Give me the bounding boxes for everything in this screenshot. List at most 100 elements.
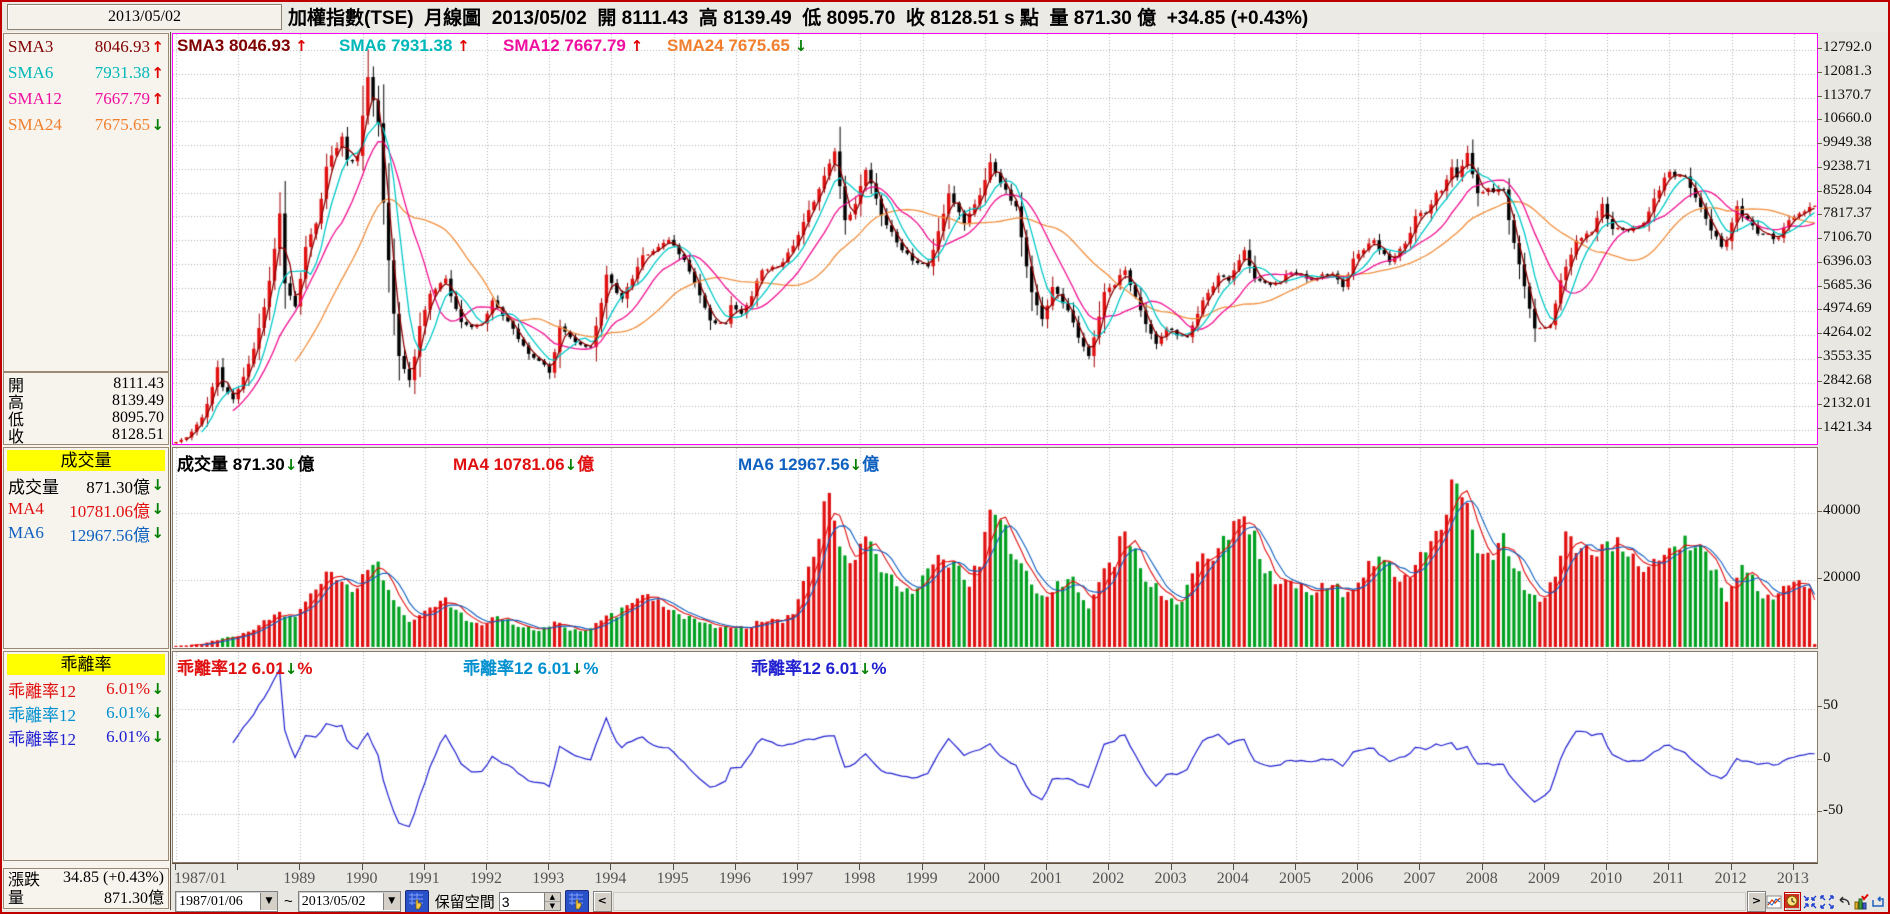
x-axis-label: 1989 (283, 870, 316, 887)
x-axis-label: 1991 (407, 870, 440, 887)
close-value: 8128.51 (112, 425, 164, 443)
open-label: 開 (8, 377, 25, 395)
sma3-row: SMA3 8046.93 ↑ (4, 34, 168, 60)
ma4-value: 10781.06億 (69, 501, 150, 521)
title-bar: 2013/05/02 加權指數(TSE) 月線圖 2013/05/02 開 81… (2, 2, 1888, 32)
x-axis-label: 2002 (1092, 870, 1125, 887)
y-axis-label: 20000 (1817, 569, 1861, 585)
down-arrow-icon: ↓ (151, 500, 164, 518)
bias12-row: 乖離率12 6.01% ↓ (4, 725, 168, 749)
chart-tool-icons (1784, 892, 1886, 911)
sma24-row: SMA24 7675.65 ↓ (4, 112, 168, 138)
zoom-in-arrows-icon[interactable] (1802, 893, 1818, 911)
spinner: ▲ ▼ (544, 892, 561, 911)
x-axis-tick (237, 864, 238, 870)
x-axis-tick (299, 864, 300, 870)
y-axis-label: 2842.68 (1817, 371, 1872, 388)
volume-section-header: 成交量 (7, 450, 165, 471)
apply-range-button[interactable] (404, 890, 429, 912)
y-axis-labels: 12792.0 12081.3 11370.7 10660.0 9949.38 9238.… (1816, 2, 1888, 912)
y-axis-label: 12792.0 (1817, 39, 1872, 55)
x-axis-label: 1999 (905, 870, 938, 887)
chevron-down-icon[interactable]: ▼ (260, 893, 277, 910)
sma24-label: SMA24 (8, 115, 62, 134)
x-axis-tick (175, 864, 176, 870)
y-axis-label: 2132.01 (1817, 395, 1872, 412)
date-range-separator: ~ (284, 893, 293, 910)
sma12-value: 7667.79 (94, 89, 150, 108)
y-axis-label: 10660.0 (1817, 110, 1872, 127)
y-axis-label: 7817.37 (1817, 205, 1872, 222)
x-axis-tick (1295, 864, 1296, 870)
apply-reserve-button[interactable] (564, 890, 589, 912)
to-date-value: 2013/05/02 (301, 893, 366, 909)
x-axis-tick (362, 864, 363, 870)
volume-chart[interactable] (173, 448, 1817, 648)
bias12-row: 乖離率12 6.01% ↓ (4, 701, 168, 725)
open-row: 開 8111.43 (4, 375, 168, 395)
sma6-label: SMA6 (8, 63, 54, 82)
crosshair-date-box: 2013/05/02 (7, 4, 282, 30)
crosshair-date: 2013/05/02 (108, 8, 181, 25)
change-value: 34.85 (+0.43%) (62, 869, 164, 886)
x-axis-tick (859, 864, 860, 870)
ma6-label: MA6 (8, 523, 44, 542)
x-axis-label: 2009 (1527, 870, 1560, 887)
chart-title: 加權指數(TSE) 月線圖 2013/05/02 開 8111.43 高 813… (288, 8, 1309, 29)
amount-value: 871.30億 (103, 890, 164, 907)
hand-pointer-icon (406, 892, 425, 910)
reserve-space-input[interactable] (498, 892, 545, 911)
down-arrow-icon: ↓ (151, 116, 164, 134)
high-value: 8139.49 (112, 391, 164, 409)
sma12-label: SMA12 (8, 89, 62, 108)
x-axis-tick (1606, 864, 1607, 870)
clock-icon[interactable] (1784, 892, 1801, 911)
x-axis-tick (797, 864, 798, 870)
low-value: 8095.70 (112, 408, 164, 426)
bottom-toolbar: 1987/01/06 ▼ ~ 2013/05/02 ▼ 保留空間 ▲ ▼ (172, 890, 1886, 912)
spin-up-icon[interactable]: ▲ (544, 893, 560, 902)
sidebar-bias-section: 乖離率 乖離率12 6.01% ↓ 乖離率12 6.01% ↓ 乖離率12 6.… (3, 651, 169, 861)
indicator-settings-icon[interactable] (1853, 893, 1869, 911)
chart-scrollbar-track[interactable] (612, 892, 1746, 911)
scroll-right-button[interactable]: > (1747, 891, 1766, 912)
x-axis-label: 2005 (1279, 870, 1311, 887)
x-axis-label: 1995 (656, 870, 689, 887)
bias12-value: 6.01% (106, 727, 150, 746)
y-axis-label: 3553.35 (1817, 347, 1872, 364)
volume-label: 成交量 (8, 477, 59, 497)
chevron-down-icon[interactable]: ▼ (382, 893, 400, 910)
bias12-row: 乖離率12 6.01% ↓ (4, 677, 168, 701)
close-row: 收 8128.51 (4, 425, 168, 446)
from-date-select[interactable]: 1987/01/06 ▼ (175, 891, 278, 912)
x-axis-tick (735, 864, 736, 870)
x-axis-tick (1668, 864, 1669, 870)
x-axis-label: 1987/01 (174, 870, 227, 887)
sma24-value: 7675.65 (94, 115, 150, 134)
y-axis-label: 0 (1817, 750, 1831, 766)
x-axis-tick (1046, 864, 1047, 870)
x-axis-label: 2007 (1403, 870, 1436, 887)
scroll-left-button[interactable]: < (592, 891, 612, 912)
x-axis-label: 1993 (532, 870, 565, 887)
loop-icon[interactable] (1870, 893, 1886, 911)
price-chart-panel: SMA3 8046.93 ↑ SMA6 7931.38 ↑ SMA12 7667… (172, 33, 1818, 445)
y-axis-label: 9949.38 (1817, 134, 1872, 150)
ohlc-block: 開 8111.43 高 8139.49 低 8095.70 收 8128.51 (4, 371, 168, 446)
undo-icon[interactable] (1836, 893, 1852, 911)
sma12-row: SMA12 7667.79 ↑ (4, 86, 168, 112)
spin-down-icon[interactable]: ▼ (544, 902, 560, 910)
x-axis-tick (486, 864, 487, 870)
x-axis-label: 1997 (781, 870, 814, 887)
x-axis-label: 2006 (1341, 870, 1374, 887)
ma6-value: 12967.56億 (69, 525, 150, 545)
to-date-select[interactable]: 2013/05/02 ▼ (297, 891, 401, 912)
x-axis-tick (922, 864, 923, 870)
mini-chart-icon[interactable] (1766, 893, 1782, 911)
up-arrow-icon: ↑ (151, 64, 164, 82)
candlestick-chart[interactable] (173, 34, 1817, 444)
bias-chart[interactable] (173, 652, 1817, 862)
sidebar-volume-section: 成交量 成交量 871.30億 ↓ MA4 10781.06億 ↓ MA6 12… (3, 447, 169, 649)
zoom-out-arrows-icon[interactable] (1819, 893, 1835, 911)
